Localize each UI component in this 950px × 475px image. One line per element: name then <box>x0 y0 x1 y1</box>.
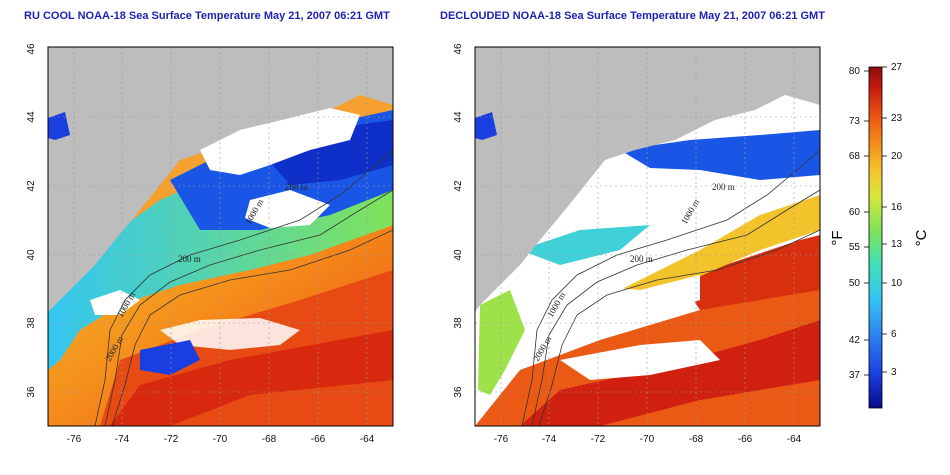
right-land <box>475 47 820 312</box>
celsius-unit-label: °C <box>913 229 930 246</box>
fahrenheit-tick-label: 37 <box>849 370 861 381</box>
left-gridlines <box>48 47 393 426</box>
celsius-tick-label: 27 <box>891 62 903 73</box>
y-tick-label: 44 <box>26 111 37 123</box>
left-contour-label: 200 m <box>178 254 201 264</box>
x-tick-label: -64 <box>360 434 375 445</box>
fahrenheit-tick-label: 42 <box>849 335 861 346</box>
left-blue-patch-2 <box>48 112 70 140</box>
right-contour-label: 200 m <box>630 254 653 264</box>
y-tick-label: 46 <box>26 43 37 55</box>
left-clouds-west <box>90 290 140 315</box>
left-map-panel: 200 m 1000 m 2000 m 200 m 1000 m -76 -74… <box>26 43 394 445</box>
celsius-tick-label: 13 <box>891 239 903 250</box>
fahrenheit-tick-label: 80 <box>849 66 861 77</box>
right-blue-patch <box>475 112 497 140</box>
left-gulf-stream-core <box>110 330 393 426</box>
fahrenheit-ticks <box>864 70 869 376</box>
celsius-tick-label: 20 <box>891 151 903 162</box>
right-warm-eddies <box>680 235 820 310</box>
x-tick-label: -68 <box>262 434 277 445</box>
left-cold-water-deep <box>260 120 393 185</box>
right-panel-title: DECLOUDED NOAA-18 Sea Surface Temperatur… <box>440 10 825 22</box>
y-tick-label: 42 <box>453 180 464 192</box>
right-gulf-stream-core <box>520 320 820 426</box>
y-tick-label: 46 <box>453 43 464 55</box>
right-contour-label: 200 m <box>712 182 735 192</box>
fahrenheit-unit-label: °F <box>829 230 846 245</box>
left-clouds-south <box>160 318 300 350</box>
left-clouds-north <box>200 108 360 175</box>
left-blue-patch <box>140 340 200 375</box>
left-x-axis: -76 -74 -72 -70 -68 -66 -64 <box>67 434 375 445</box>
x-tick-label: -74 <box>115 434 130 445</box>
y-tick-label: 44 <box>453 111 464 123</box>
x-tick-label: -64 <box>787 434 802 445</box>
x-tick-label: -72 <box>591 434 606 445</box>
celsius-tick-label: 3 <box>891 367 897 378</box>
right-contour-2000m <box>538 229 821 427</box>
left-land <box>48 47 393 312</box>
x-tick-label: -72 <box>164 434 179 445</box>
right-y-axis: 46 44 42 40 38 36 <box>453 43 464 398</box>
y-tick-label: 40 <box>26 249 37 261</box>
left-map-frame <box>47 46 394 427</box>
x-tick-label: -76 <box>67 434 82 445</box>
right-cloud-mask-2 <box>560 340 720 380</box>
x-tick-label: -76 <box>494 434 509 445</box>
right-map-frame <box>474 46 821 427</box>
fahrenheit-tick-label: 50 <box>849 278 861 289</box>
fahrenheit-tick-label: 73 <box>849 116 861 127</box>
right-green-coast <box>478 290 525 395</box>
celsius-tick-label: 10 <box>891 278 903 289</box>
colorbar-gradient <box>868 66 883 409</box>
y-tick-label: 36 <box>26 386 37 398</box>
right-map-panel: 200 m 1000 m 2000 m 200 m 1000 m -76 -74… <box>453 43 821 445</box>
y-tick-label: 38 <box>26 317 37 329</box>
right-cold-water <box>620 130 820 180</box>
x-tick-label: -70 <box>213 434 228 445</box>
right-contour-1000m <box>531 189 821 427</box>
right-gridlines <box>475 47 820 426</box>
celsius-ticks <box>882 66 887 373</box>
fahrenheit-tick-label: 60 <box>849 207 861 218</box>
y-tick-label: 38 <box>453 317 464 329</box>
x-tick-label: -74 <box>542 434 557 445</box>
left-contour-label: 200 m <box>285 182 308 192</box>
left-contour-1000m <box>104 189 394 427</box>
left-panel-title: RU COOL NOAA-18 Sea Surface Temperature … <box>24 10 390 22</box>
right-yellow-band <box>600 195 820 300</box>
fahrenheit-tick-label: 55 <box>849 242 861 253</box>
celsius-tick-label: 6 <box>891 329 897 340</box>
left-clouds-mid <box>245 190 330 228</box>
x-tick-label: -68 <box>689 434 704 445</box>
left-y-axis: 46 44 42 40 38 36 <box>26 43 37 398</box>
y-tick-label: 40 <box>453 249 464 261</box>
right-x-axis: -76 -74 -72 -70 -68 -66 -64 <box>494 434 802 445</box>
y-tick-label: 36 <box>453 386 464 398</box>
celsius-tick-label: 16 <box>891 202 903 213</box>
x-tick-label: -70 <box>640 434 655 445</box>
y-tick-label: 42 <box>26 180 37 192</box>
x-tick-label: -66 <box>738 434 753 445</box>
celsius-tick-label: 23 <box>891 113 903 124</box>
right-shelf-water <box>520 225 650 265</box>
x-tick-label: -66 <box>311 434 326 445</box>
temperature-colorbar: 80 73 68 60 55 50 42 37 27 23 20 16 13 1… <box>829 62 930 409</box>
fahrenheit-tick-label: 68 <box>849 151 861 162</box>
left-contour-2000m <box>111 229 394 427</box>
